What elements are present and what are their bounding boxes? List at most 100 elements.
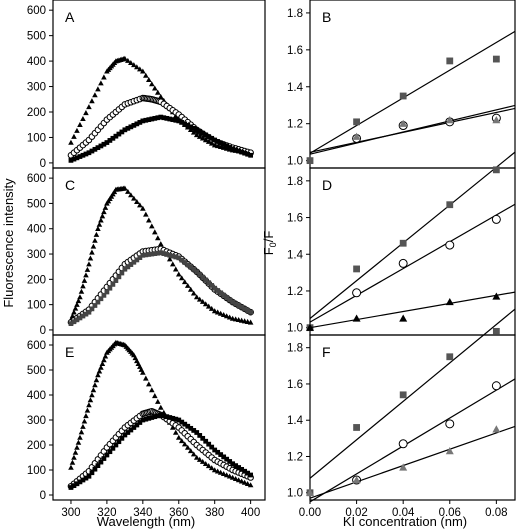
data-point — [122, 432, 128, 438]
y-tick-label: 1.0 — [287, 156, 303, 168]
data-point — [200, 435, 206, 441]
data-point — [197, 272, 203, 277]
data-point — [230, 299, 236, 305]
data-point — [77, 154, 83, 159]
data-point — [185, 262, 191, 268]
data-point — [122, 127, 128, 133]
data-point — [110, 135, 116, 141]
x-tick-label: 300 — [61, 507, 80, 519]
data-point — [169, 424, 176, 430]
x-tick-label: 340 — [133, 507, 152, 519]
data-point — [398, 258, 408, 268]
y-tick-label: 100 — [27, 300, 46, 312]
data-point — [445, 419, 455, 429]
y-tick-label: 1.8 — [287, 343, 303, 355]
data-point — [211, 467, 218, 473]
data-point — [125, 125, 131, 131]
data-point — [89, 98, 95, 104]
data-point — [86, 261, 92, 267]
data-point — [399, 314, 408, 322]
data-point — [113, 133, 119, 139]
data-point — [164, 252, 170, 257]
data-point — [125, 57, 131, 63]
data-point — [212, 447, 218, 453]
x-tick-label: 380 — [205, 507, 224, 519]
x-axis-label-right: KI concentration (nm) — [343, 514, 467, 529]
data-point — [146, 415, 152, 421]
data-point — [181, 441, 188, 447]
series-0 — [68, 55, 254, 155]
y-axis-label-right-main: F — [261, 247, 276, 255]
data-point — [492, 327, 500, 335]
data-point — [74, 317, 80, 323]
data-point — [152, 85, 158, 91]
data-point — [205, 138, 212, 144]
data-point — [143, 416, 149, 422]
data-point — [90, 387, 97, 393]
data-point — [227, 145, 233, 150]
data-point — [95, 225, 101, 231]
data-point — [203, 438, 209, 444]
data-point — [185, 423, 191, 429]
data-point — [68, 321, 74, 326]
data-point — [155, 89, 161, 95]
data-point — [155, 413, 161, 419]
data-point — [122, 266, 128, 272]
data-point — [218, 452, 224, 457]
data-point — [113, 442, 119, 448]
data-point — [77, 294, 83, 300]
data-point — [187, 286, 194, 292]
x-axis-label-left: Wavelength (nm) — [97, 514, 196, 529]
data-point — [248, 309, 254, 315]
data-point — [134, 257, 140, 263]
data-point — [200, 274, 206, 280]
data-point — [227, 297, 233, 303]
y-tick-label: 600 — [27, 340, 46, 352]
series-2 — [68, 412, 254, 490]
data-point — [190, 290, 197, 296]
data-point — [119, 435, 125, 441]
data-point — [248, 152, 254, 158]
data-point — [93, 231, 100, 237]
data-point — [208, 305, 215, 311]
data-point — [248, 472, 254, 478]
data-point — [68, 157, 74, 163]
data-point — [226, 473, 233, 479]
data-point — [98, 296, 104, 302]
data-point — [98, 459, 104, 465]
data-point — [203, 132, 209, 138]
x-tick-label: 320 — [97, 507, 116, 519]
panel-label: F — [322, 344, 331, 360]
data-point — [101, 292, 107, 298]
data-point — [131, 425, 137, 430]
series-1 — [67, 245, 254, 326]
data-point — [68, 464, 74, 470]
data-point — [188, 124, 194, 130]
y-axis-label-left: Fluorescence intensity — [1, 178, 16, 308]
y-tick-label: 300 — [27, 249, 46, 261]
data-point — [193, 454, 200, 460]
y-tick-label: 500 — [27, 198, 46, 210]
data-point — [172, 429, 179, 435]
data-point — [399, 391, 407, 399]
data-point — [220, 470, 227, 476]
data-point — [181, 279, 188, 285]
data-point — [200, 130, 206, 136]
y-tick-label: 0 — [40, 490, 46, 502]
data-point — [157, 93, 164, 99]
data-point — [86, 309, 92, 315]
data-point — [209, 444, 215, 450]
y-tick-label: 1.2 — [287, 451, 303, 463]
series-2 — [306, 425, 516, 499]
data-point — [170, 253, 176, 259]
data-point — [72, 305, 79, 311]
data-point — [194, 127, 200, 133]
data-point — [89, 470, 95, 476]
data-point — [158, 250, 164, 256]
data-point — [137, 255, 143, 260]
data-point — [215, 288, 221, 293]
data-point — [239, 304, 245, 310]
data-point — [140, 417, 146, 423]
panel-label: E — [65, 344, 74, 360]
data-point — [83, 110, 89, 116]
